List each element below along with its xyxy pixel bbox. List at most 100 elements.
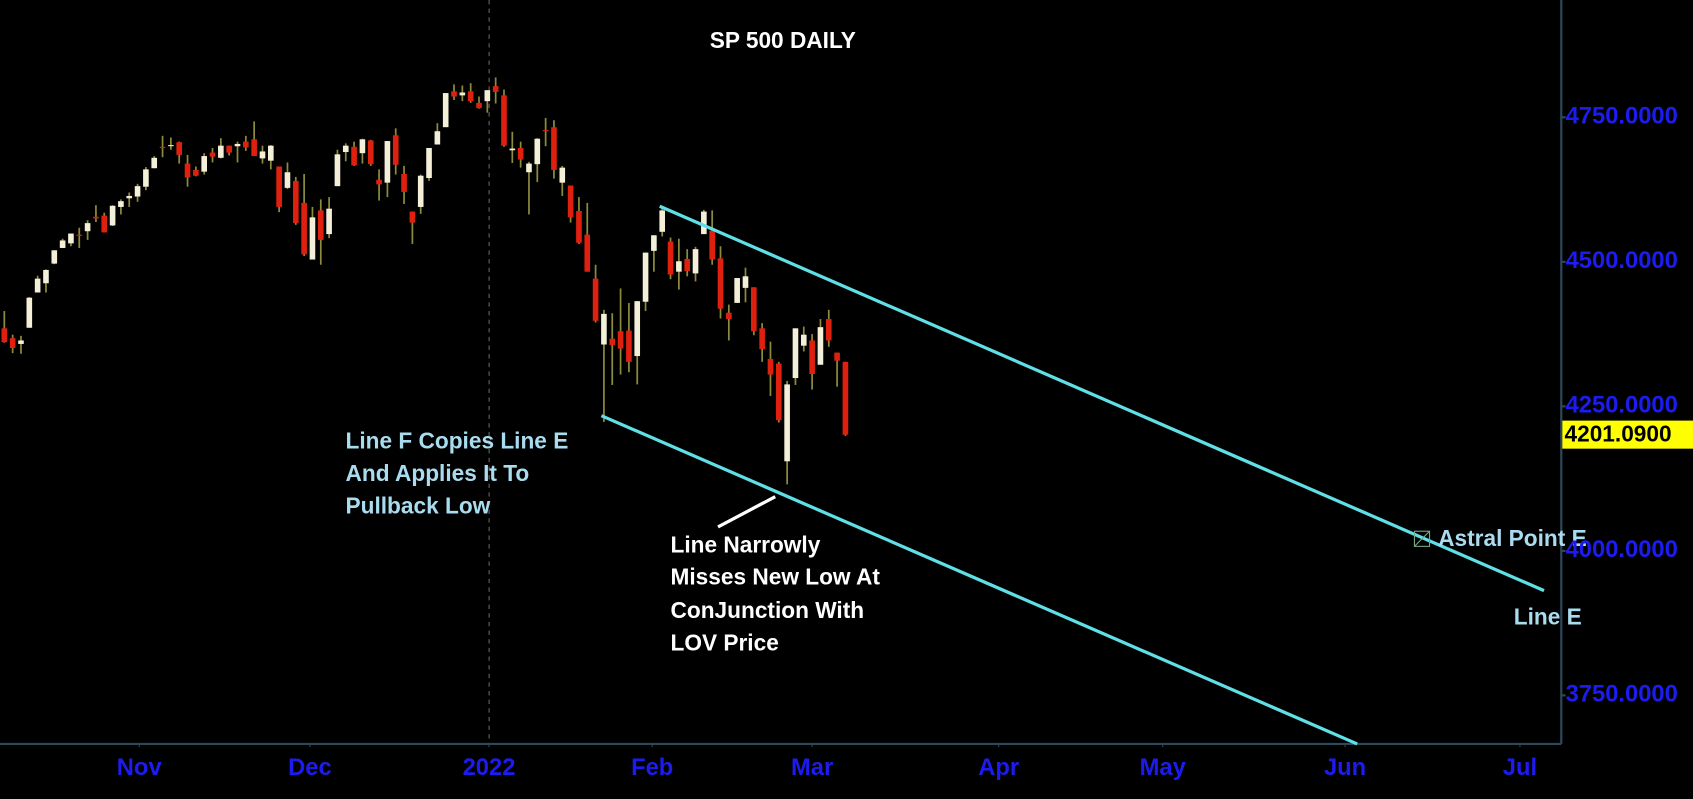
candle-body xyxy=(451,91,457,97)
candle-body xyxy=(126,195,133,199)
candle-body xyxy=(334,154,341,187)
y-tick-label: 3750.0000 xyxy=(1566,681,1678,708)
candle-body xyxy=(476,102,482,109)
candle-body xyxy=(784,384,790,462)
annotation-line-e: Line E xyxy=(1514,604,1582,630)
annotation-text: Pullback Low xyxy=(346,492,491,518)
candle-body xyxy=(259,151,266,159)
candle-body xyxy=(651,235,657,251)
candle-body xyxy=(775,363,782,421)
pointer-line xyxy=(717,495,776,529)
candle-body xyxy=(601,313,607,345)
annotation-text: Line Narrowly xyxy=(671,531,821,557)
last-price-label: 4201.0900 xyxy=(1565,421,1672,447)
candle-body xyxy=(467,91,474,102)
annotation-astral: Astral Point E xyxy=(1438,525,1587,551)
candle-body xyxy=(51,250,58,264)
candle-body xyxy=(584,234,591,272)
candle-body xyxy=(792,328,799,379)
candle-body xyxy=(576,210,582,243)
candle-body xyxy=(109,205,116,226)
candle-body xyxy=(551,127,557,170)
candle-body xyxy=(692,249,699,274)
candle-body xyxy=(18,340,24,344)
candle-body xyxy=(417,175,424,207)
candle-body xyxy=(268,145,274,161)
candle-body xyxy=(751,287,757,332)
candle-body xyxy=(359,139,366,154)
channel-line-e xyxy=(659,204,1545,593)
candle-body xyxy=(701,211,707,235)
candle-body xyxy=(609,338,616,346)
candle-body xyxy=(143,169,149,187)
candle-body xyxy=(726,312,732,320)
channel-line-f xyxy=(600,414,1358,746)
candle-body xyxy=(376,179,382,185)
candle-body xyxy=(234,143,241,147)
candle-body xyxy=(184,163,191,178)
y-tick-label: 4000.0000 xyxy=(1566,536,1678,563)
candle-body xyxy=(76,234,83,236)
candle-body xyxy=(817,327,824,365)
candle-body xyxy=(759,328,765,350)
y-tick-label: 4500.0000 xyxy=(1566,247,1678,274)
candle-body xyxy=(434,131,441,145)
candle-body xyxy=(767,358,774,375)
x-tick-label: May xyxy=(1140,754,1187,781)
candle-body xyxy=(626,330,632,362)
candle-body xyxy=(201,156,207,172)
annotation-line-f: Line F Copies Line E And Applies It To P… xyxy=(346,428,569,519)
annotation-text: Misses New Low At xyxy=(671,564,881,590)
last-price-box xyxy=(1562,420,1693,449)
y-tick-label: 4250.0000 xyxy=(1566,392,1678,419)
x-tick-label: Jul xyxy=(1503,754,1537,781)
candle-body xyxy=(459,92,466,96)
candle-body xyxy=(676,261,682,272)
candle-body xyxy=(59,240,66,248)
candle-body xyxy=(118,201,124,207)
candle-body xyxy=(84,223,91,232)
candle-body xyxy=(825,319,832,341)
candle-body xyxy=(251,139,257,157)
candle-body xyxy=(542,130,549,132)
candle-body xyxy=(409,211,416,223)
annotation-text: LOV Price xyxy=(671,630,779,656)
candle-body xyxy=(517,147,524,160)
candle-body xyxy=(243,141,249,148)
candle-body xyxy=(709,230,715,260)
candle-body xyxy=(684,258,691,272)
candle-body xyxy=(634,301,641,357)
candle-body xyxy=(284,172,291,188)
candle-body xyxy=(151,157,158,169)
annotation-text: ConJunction With xyxy=(671,597,865,623)
candle-body xyxy=(34,278,41,293)
candle-body xyxy=(509,148,516,151)
candle-body xyxy=(326,208,332,235)
candle-body xyxy=(492,86,499,92)
candle-body xyxy=(559,167,566,183)
candle-body xyxy=(834,352,840,361)
candle-body xyxy=(101,215,108,233)
candle-body xyxy=(534,138,541,165)
candle-body xyxy=(309,217,316,260)
candle-body xyxy=(484,90,491,102)
candle-body xyxy=(9,338,16,348)
candle-body xyxy=(218,145,224,158)
candle-body xyxy=(276,166,282,207)
chart-title: SP 500 DAILY xyxy=(710,27,856,53)
candle-body xyxy=(526,163,532,173)
annotation-text: And Applies It To xyxy=(346,460,530,486)
candle-body xyxy=(367,140,374,165)
x-tick-label: Mar xyxy=(791,754,833,781)
annotation-text: Line F Copies Line E xyxy=(346,428,569,454)
candle-body xyxy=(567,185,574,218)
candle-body xyxy=(401,173,407,192)
candle-body xyxy=(842,361,849,435)
candle-body xyxy=(800,334,807,346)
candle-body xyxy=(193,169,199,176)
candle-body xyxy=(209,152,216,157)
candle-body xyxy=(159,146,166,148)
x-tick-label: Feb xyxy=(631,754,673,781)
